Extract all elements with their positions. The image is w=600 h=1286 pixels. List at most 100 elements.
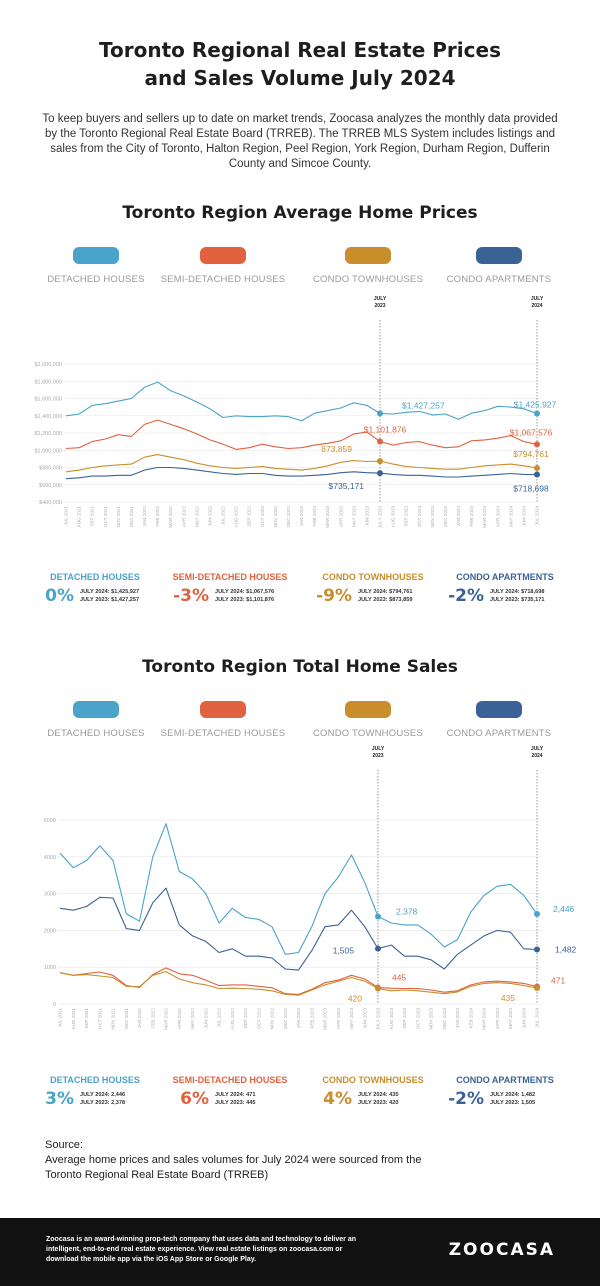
- stat-percent-change: -2%: [448, 586, 484, 606]
- stat-condo-apartments: CONDO APARTMENTS -2% JULY 2024: 1,482 JULY …: [430, 1075, 580, 1109]
- data-point-detached: [375, 913, 381, 920]
- stat-value-2024: JULY 2024: $794,761: [358, 589, 413, 595]
- stat-condo-apartments: CONDO APARTMENTS -2% JULY 2024: $718,698 JU…: [430, 572, 580, 606]
- page-title-line2: and Sales Volume July 2024: [144, 66, 456, 90]
- data-label-condo-apt: $735,171: [329, 481, 365, 491]
- y-tick-label: $1,600,000: [34, 397, 62, 403]
- x-tick-label: JUL 2024: [535, 506, 540, 526]
- stat-title: SEMI-DETACHED HOUSES: [172, 572, 288, 582]
- y-tick-label: $1,200,000: [34, 431, 62, 437]
- stat-value-2023: JULY 2023: 1,505: [490, 1100, 536, 1106]
- x-tick-label: AUG 2023: [391, 506, 396, 528]
- x-tick-label: JUL 2021: [64, 506, 69, 526]
- data-point-semi: [377, 438, 383, 445]
- x-tick-label: MAR 2022: [164, 1008, 169, 1030]
- data-label-semi: 445: [392, 973, 406, 983]
- y-tick-label: $1,000,000: [34, 448, 62, 454]
- x-tick-label: SEP 2022: [243, 1008, 248, 1029]
- prices-line-chart: $2,000,000 $1,800,000 $1,600,000 $1,400,000…: [34, 296, 557, 528]
- sales-section-title: Toronto Region Total Home Sales: [142, 657, 458, 677]
- stat-percent-change: 3%: [45, 1089, 74, 1109]
- series-line-semi: [65, 419, 538, 450]
- stat-value-2023: JULY 2023: $873,859: [358, 597, 413, 603]
- legend-swatch-condo-apartments: [476, 701, 522, 718]
- x-tick-label: JUL 2024: [535, 1008, 540, 1028]
- legend-item-condo-apartments: CONDO APARTMENTS: [424, 247, 574, 285]
- stat-percent-change: 0%: [45, 586, 74, 606]
- series-line-condo-th: [65, 454, 538, 473]
- x-tick-label: NOV 2022: [273, 506, 278, 528]
- marker-label: 2024: [531, 753, 542, 759]
- x-tick-label: FEB 2022: [150, 1008, 155, 1029]
- page-title-line1: Toronto Regional Real Estate Prices: [99, 38, 501, 62]
- stat-values: JULY 2024: $1,067,576 JULY 2023: $1,101,8…: [215, 588, 274, 604]
- source-heading: Source:: [45, 1139, 83, 1151]
- data-label-detached: 2,446: [553, 904, 575, 914]
- stat-condo-townhouses: CONDO TOWNHOUSES 4% JULY 2024: 435 JULY 202…: [298, 1075, 448, 1109]
- x-tick-label: DEC 2023: [442, 1008, 447, 1030]
- y-tick-label: $800,000: [39, 466, 62, 472]
- x-tick-label: SEP 2021: [84, 1008, 89, 1029]
- stat-values: JULY 2024: $794,761 JULY 2023: $873,859: [358, 588, 412, 604]
- x-tick-label: SEP 2022: [247, 506, 252, 527]
- series-line-detached: [65, 381, 538, 422]
- data-point-semi: [534, 441, 540, 448]
- marker-label: 2024: [531, 303, 542, 309]
- x-tick-label: SEP 2023: [404, 506, 409, 527]
- footer: Zoocasa is an award-winning prop-tech co…: [0, 1218, 600, 1286]
- x-tick-label: NOV 2023: [430, 506, 435, 528]
- data-label-condo-apt: 1,505: [333, 946, 355, 956]
- stat-values: JULY 2024: 471 JULY 2023: 445: [215, 1091, 255, 1107]
- stat-title: CONDO TOWNHOUSES: [322, 572, 424, 582]
- x-tick-label: FEB 2023: [312, 506, 317, 527]
- x-tick-label: MAY 2024: [508, 1008, 513, 1029]
- stat-title: DETACHED HOUSES: [50, 1075, 140, 1085]
- x-tick-label: FEB 2023: [309, 1008, 314, 1029]
- x-tick-label: MAR 2024: [482, 1008, 487, 1030]
- y-tick-label: $600,000: [39, 483, 62, 489]
- x-tick-label: MAR 2022: [168, 506, 173, 528]
- x-tick-label: JUN 2024: [521, 1008, 526, 1029]
- data-label-detached: 2,378: [396, 906, 418, 916]
- x-tick-label: AUG 2021: [77, 506, 82, 528]
- marker-label: JULY: [531, 296, 544, 302]
- data-label-semi: 471: [551, 976, 565, 986]
- x-tick-label: MAY 2022: [190, 1008, 195, 1029]
- footer-text: Zoocasa is an award-winning prop-tech co…: [46, 1236, 356, 1263]
- stat-title: CONDO APARTMENTS: [456, 572, 554, 582]
- legend-swatch-detached: [73, 247, 119, 264]
- stat-values: JULY 2024: $718,698 JULY 2023: $735,171: [490, 588, 544, 604]
- x-tick-label: MAR 2023: [325, 506, 330, 528]
- stat-title: CONDO APARTMENTS: [456, 1075, 554, 1085]
- x-tick-label: OCT 2021: [103, 506, 108, 528]
- x-tick-label: JAN 2024: [455, 1008, 460, 1029]
- y-tick-label: 0: [53, 1002, 56, 1008]
- legend-item-detached: DETACHED HOUSES: [21, 247, 171, 285]
- stat-value-2024: JULY 2024: 435: [358, 1092, 399, 1098]
- legend-swatch-detached: [73, 701, 119, 718]
- x-tick-label: DEC 2022: [286, 506, 291, 528]
- x-tick-label: NOV 2022: [270, 1008, 275, 1030]
- x-tick-label: AUG 2022: [234, 506, 239, 528]
- data-label-detached: $1,425,927: [514, 400, 557, 410]
- x-tick-label: JUL 2021: [58, 1008, 63, 1028]
- data-label-condo-apt: 1,482: [555, 944, 577, 954]
- x-tick-label: APR 2024: [495, 506, 500, 527]
- x-tick-label: OCT 2022: [256, 1008, 261, 1030]
- x-tick-label: FEB 2024: [468, 1008, 473, 1029]
- stat-title: SEMI-DETACHED HOUSES: [172, 1075, 288, 1085]
- marker-label: JULY: [374, 296, 387, 302]
- stat-title: CONDO TOWNHOUSES: [322, 1075, 424, 1085]
- x-tick-label: MAY 2023: [351, 506, 356, 527]
- source-note: Source: Average home prices and sales vo…: [45, 1138, 565, 1183]
- x-tick-label: JUN 2022: [207, 506, 212, 527]
- x-tick-label: JAN 2024: [456, 506, 461, 527]
- data-point-detached: [534, 410, 540, 417]
- legend-label-condo-apartments: CONDO APARTMENTS: [446, 274, 552, 285]
- sales-change-stats: DETACHED HOUSES 3% JULY 2024: 2,446 JULY 20…: [0, 1075, 600, 1125]
- y-tick-label: $400,000: [39, 500, 62, 506]
- marker-label: 2023: [372, 753, 383, 759]
- data-point-condo-apt: [534, 946, 540, 953]
- stat-values: JULY 2024: $1,425,927 JULY 2023: $1,427,2…: [80, 588, 139, 604]
- x-tick-label: APR 2023: [338, 506, 343, 527]
